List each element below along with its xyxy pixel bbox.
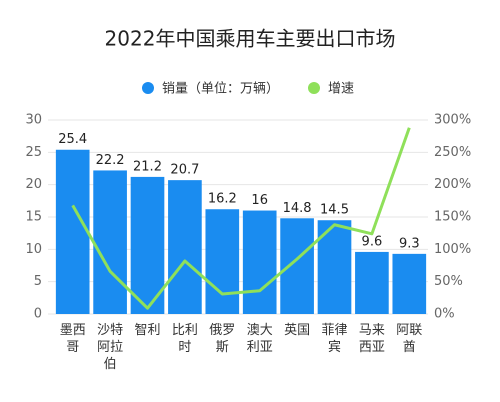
value-label: 25.4 xyxy=(58,132,87,147)
y-tick-label: 25 xyxy=(25,145,42,160)
legend-label: 增速 xyxy=(328,82,354,97)
value-label: 16 xyxy=(251,193,268,208)
y-tick-label: 5 xyxy=(34,274,42,289)
y2-tick-label: 300% xyxy=(434,113,471,128)
bar xyxy=(130,176,165,314)
legend-marker xyxy=(308,82,320,94)
x-tick-label: 俄罗斯 xyxy=(209,323,235,355)
bar xyxy=(55,149,90,314)
legend-label: 销量（单位：万辆） xyxy=(162,82,279,97)
line xyxy=(71,127,411,310)
y2-tick-label: 200% xyxy=(434,177,471,192)
value-label: 14.5 xyxy=(320,203,349,218)
y-tick-label: 0 xyxy=(34,307,42,322)
legend-marker xyxy=(142,82,154,94)
y-tick-label: 30 xyxy=(25,113,42,128)
x-tick-label: 比利时 xyxy=(172,323,198,355)
value-label: 20.7 xyxy=(170,163,199,178)
bar xyxy=(355,251,389,314)
y2-tick-label: 0% xyxy=(434,307,455,322)
bar xyxy=(242,210,277,314)
x-tick-label: 英国 xyxy=(284,323,310,338)
bar xyxy=(205,209,240,314)
y2-tick-label: 250% xyxy=(434,145,471,160)
value-label: 22.2 xyxy=(96,153,125,168)
value-label: 9.3 xyxy=(399,236,420,251)
y-tick-label: 15 xyxy=(25,210,42,225)
y2-tick-label: 50% xyxy=(434,274,463,289)
bar xyxy=(280,218,314,314)
x-tick-label: 墨西哥 xyxy=(60,323,86,355)
x-tick-label: 阿联酋 xyxy=(396,323,422,355)
x-tick-label: 马来西亚 xyxy=(359,323,385,355)
value-label: 9.6 xyxy=(362,234,383,249)
y-tick-label: 10 xyxy=(25,242,42,257)
chart-title: 2022年中国乘用车主要出口市场 xyxy=(105,27,396,51)
y-tick-label: 20 xyxy=(25,177,42,192)
bar xyxy=(168,180,202,314)
x-tick-label: 沙特阿拉伯 xyxy=(97,323,123,372)
value-label: 16.2 xyxy=(208,192,237,207)
x-tick-label: 智利 xyxy=(134,323,160,338)
x-tick-label: 菲律宾 xyxy=(321,323,347,355)
bar xyxy=(93,170,127,314)
x-tick-label: 澳大利亚 xyxy=(247,322,273,355)
y2-tick-label: 150% xyxy=(434,210,471,225)
value-label: 21.2 xyxy=(133,159,162,174)
value-label: 14.8 xyxy=(283,201,312,216)
bar xyxy=(392,253,427,314)
y2-tick-label: 100% xyxy=(434,242,471,257)
